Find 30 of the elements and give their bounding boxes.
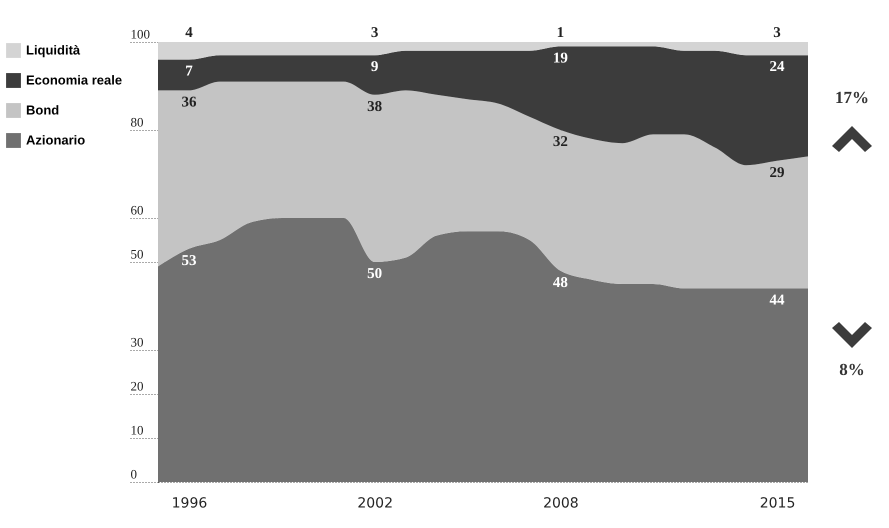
- data-label: 38: [367, 98, 382, 115]
- data-label: 19: [552, 50, 568, 66]
- text: 8%: [838, 360, 866, 380]
- y-tick-label: 80: [130, 114, 144, 130]
- data-label: 1: [556, 25, 564, 41]
- data-label: 36: [181, 94, 197, 110]
- x-tick-label: 2008: [543, 496, 579, 512]
- y-tick-label: 50: [130, 246, 144, 262]
- y-tick-label: 100: [130, 26, 150, 42]
- legend-label: Liquidità: [26, 42, 81, 58]
- y-tick-label: 30: [130, 334, 144, 350]
- data-label: 32: [552, 134, 568, 150]
- text: 17%: [834, 88, 870, 108]
- legend-label: Bond: [26, 102, 60, 118]
- y-tick-label: 10: [130, 422, 144, 438]
- data-label: 3: [773, 25, 781, 41]
- data-label: 4: [185, 25, 194, 41]
- data-label: 24: [770, 59, 786, 76]
- x-tick-label: 2002: [357, 496, 393, 512]
- data-label: 9: [370, 59, 378, 76]
- data-label: 29: [770, 164, 785, 181]
- x-tick-label: 2015: [760, 496, 796, 512]
- data-label: 7: [185, 64, 194, 80]
- y-tick-label: 20: [130, 378, 144, 394]
- x-tick-label: 1996: [172, 496, 208, 512]
- y-tick-label: 0: [130, 466, 137, 482]
- data-label: 3: [370, 25, 378, 41]
- y-tick-label: 60: [130, 202, 144, 218]
- legend-label: Azionario: [26, 132, 86, 148]
- legend-label: Economia reale: [26, 72, 122, 88]
